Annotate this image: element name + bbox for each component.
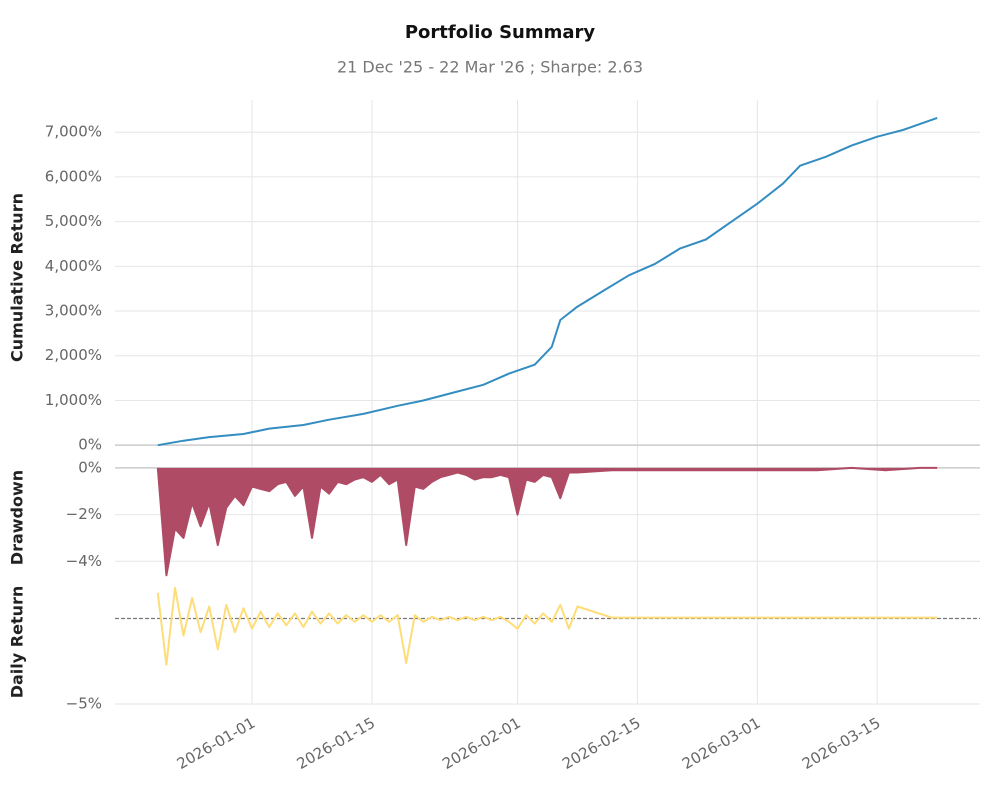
y-tick-label: 2,000%: [45, 346, 102, 364]
line: [156, 586, 938, 666]
chart-title: Portfolio Summary: [405, 22, 596, 43]
y-tick-label: 0%: [78, 436, 102, 454]
x-tick-label: 2026-02-01: [439, 714, 524, 773]
y-axis-label: Cumulative Return: [8, 193, 27, 362]
x-tick-label: 2026-03-15: [799, 714, 884, 773]
y-tick-label: −5%: [66, 695, 102, 713]
y-axis-label: Daily Return: [8, 586, 27, 699]
line: [156, 466, 938, 577]
y-axis-label: Drawdown: [8, 470, 27, 565]
y-tick-label: 5,000%: [45, 212, 102, 230]
area: [157, 467, 938, 576]
y-tick-label: 4,000%: [45, 257, 102, 275]
x-tick-label: 2026-03-01: [679, 714, 764, 773]
y-tick-label: −4%: [66, 552, 102, 570]
x-tick-label: 2026-01-01: [174, 714, 259, 773]
y-tick-label: 0%: [78, 458, 102, 476]
y-tick-label: 3,000%: [45, 302, 102, 320]
x-tick-label: 2026-01-15: [294, 714, 379, 773]
y-tick-label: 1,000%: [45, 391, 102, 409]
line: [157, 116, 938, 447]
y-tick-label: 6,000%: [45, 167, 102, 185]
x-tick-label: 2026-02-15: [559, 714, 644, 773]
chart-subtitle: 21 Dec '25 - 22 Mar '26 ; Sharpe: 2.63: [337, 58, 643, 77]
y-tick-label: 7,000%: [45, 123, 102, 141]
y-tick-label: −2%: [66, 505, 102, 523]
